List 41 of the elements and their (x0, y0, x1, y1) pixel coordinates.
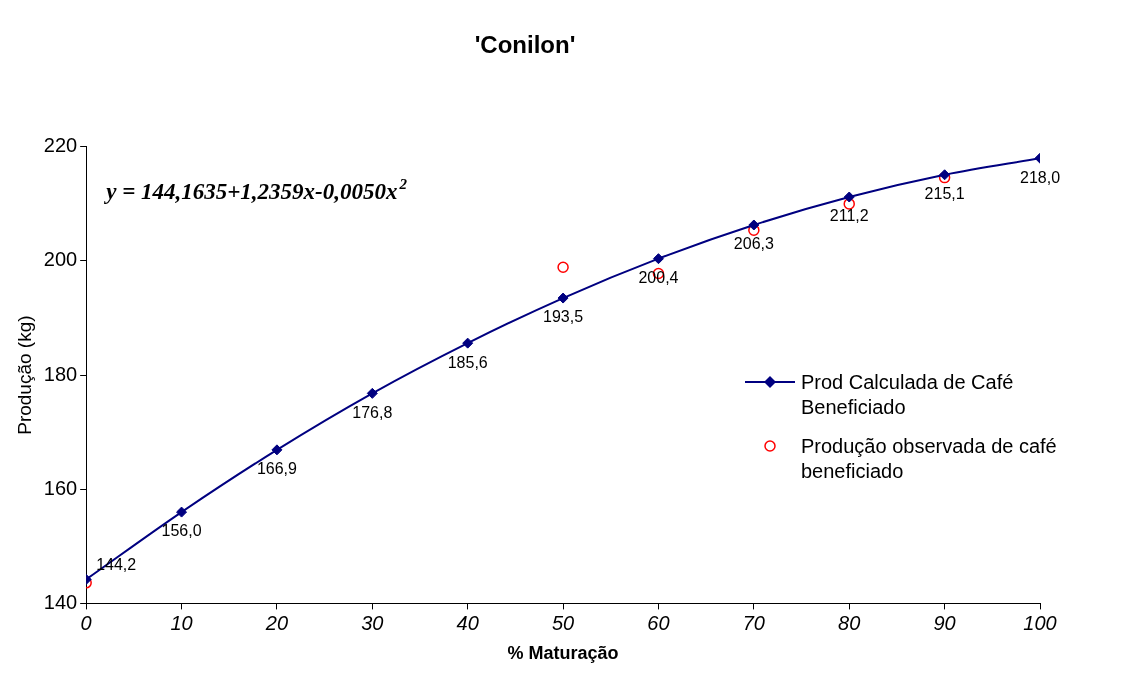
point (843, 198, 855, 210)
x-tick-label: 0 (80, 611, 92, 634)
point (557, 261, 569, 273)
point (652, 253, 664, 265)
x-tick-label: 50 (551, 611, 575, 634)
y-tick-label: 140 (43, 590, 78, 613)
x-tick-label: 70 (742, 611, 765, 634)
data-label: 166,9 (256, 460, 298, 478)
point (176, 506, 188, 518)
x-tick-label: 30 (361, 611, 384, 634)
point (748, 219, 760, 231)
point (557, 292, 569, 304)
y-tick-label: 160 (43, 476, 78, 499)
x-tick-label: 90 (933, 611, 956, 634)
data-label: 206,3 (733, 235, 774, 253)
x-tick-label: 40 (456, 611, 479, 634)
y-axis-title: Produção (kg) (13, 315, 35, 435)
y-tick-label: 200 (43, 248, 78, 271)
y-tick-label: 180 (43, 362, 78, 385)
x-tick-label: 80 (838, 611, 861, 634)
data-label: 215,1 (924, 185, 965, 203)
x-tick-label: 60 (647, 611, 670, 634)
data-label: 176,8 (352, 403, 393, 421)
x-tick-label: 20 (264, 611, 289, 634)
data-label: 218,0 (1019, 168, 1061, 186)
data-label: 185,6 (447, 353, 488, 371)
x-tick-label: 100 (1023, 611, 1057, 634)
point (271, 444, 283, 456)
x-axis-title: % Maturação (507, 643, 619, 664)
point (366, 387, 378, 399)
legend-label: Produção observada de café beneficiado (801, 434, 1058, 484)
legend-label: Prod Calculada de Café Beneficiado (801, 370, 1015, 420)
point (843, 191, 855, 203)
data-label: 200,4 (638, 269, 679, 287)
x-tick-label: 10 (170, 611, 193, 634)
y-tick-label: 220 (43, 134, 78, 157)
point (462, 337, 474, 349)
data-label: 193,5 (543, 308, 584, 326)
chart-title: 'Conilon' (474, 31, 576, 59)
data-label: 211,2 (829, 207, 869, 225)
data-label: 156,0 (161, 522, 202, 540)
